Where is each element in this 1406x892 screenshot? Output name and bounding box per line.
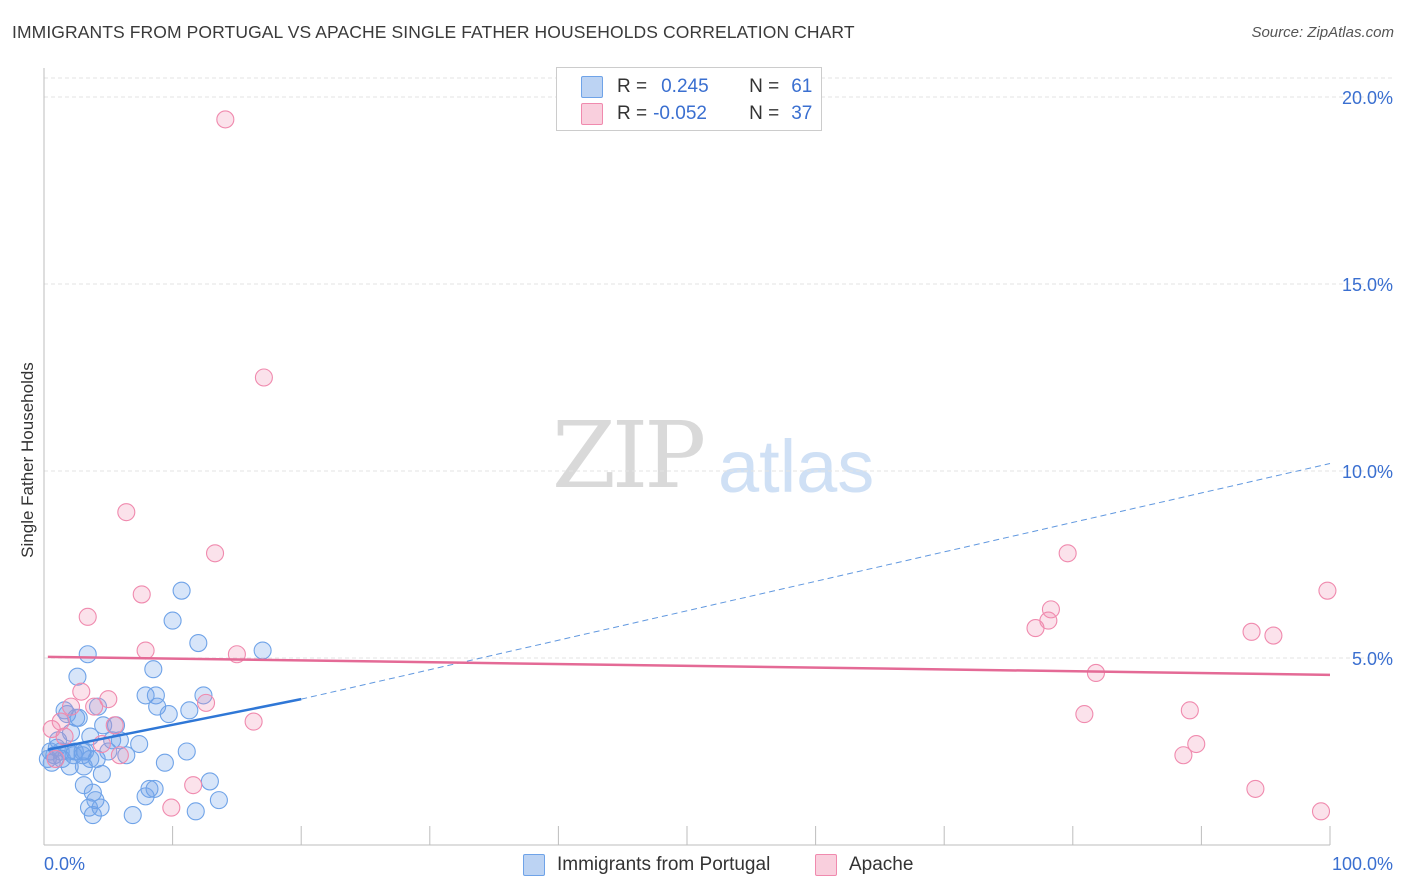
x-tick-label-min: 0.0% <box>44 854 85 874</box>
portugal-point <box>172 581 191 600</box>
portugal-point <box>88 697 108 716</box>
apache-point <box>1174 746 1193 765</box>
portugal-point <box>253 641 272 660</box>
portugal-point <box>155 753 174 772</box>
y-tick-label: 15.0% <box>1342 275 1393 295</box>
legend-n-label: N = <box>749 103 780 124</box>
portugal-point <box>74 776 93 795</box>
legend-n-value: 61 <box>791 76 813 97</box>
portugal-point <box>145 779 164 798</box>
portugal-point <box>123 806 142 825</box>
portugal-point <box>186 802 205 821</box>
apache-point <box>1086 663 1105 683</box>
apache-point <box>244 712 263 731</box>
apache-point <box>78 607 97 626</box>
portugal-trend-extension <box>301 463 1331 700</box>
portugal-point <box>78 645 97 664</box>
portugal-point <box>83 783 102 802</box>
portugal-point <box>99 742 118 761</box>
watermark-atlas: atlas <box>718 425 875 508</box>
portugal-point <box>91 798 110 817</box>
portugal-point <box>200 772 219 791</box>
legend-n-label: N = <box>749 76 780 97</box>
portugal-point <box>68 667 87 686</box>
portugal-point <box>136 686 155 705</box>
chart-title: IMMIGRANTS FROM PORTUGAL VS APACHE SINGL… <box>12 22 855 42</box>
apache-point <box>1039 611 1058 630</box>
portugal-point <box>83 806 102 825</box>
portugal-point <box>163 611 182 630</box>
apache-point <box>184 776 203 795</box>
apache-point <box>1187 734 1206 754</box>
legend-r-value: 0.245 <box>661 76 709 97</box>
y-tick-label: 5.0% <box>1352 649 1393 669</box>
apache-point <box>1318 581 1337 600</box>
apache-point <box>205 544 225 563</box>
apache-point <box>254 368 273 387</box>
x-tick-label-max: 100.0% <box>1332 854 1393 874</box>
apache-point <box>99 690 118 709</box>
legend-r-label: R = <box>617 76 648 97</box>
apache-point <box>1058 544 1077 563</box>
apache-point <box>46 749 65 769</box>
legend-r-value: -0.052 <box>653 103 707 124</box>
apache-point <box>1242 622 1261 641</box>
portugal-point <box>177 742 196 761</box>
apache-point <box>1246 779 1265 798</box>
apache-point <box>1311 802 1331 821</box>
bottom-legend-apache: Apache <box>815 852 913 878</box>
apache-point <box>110 746 129 765</box>
apache-point <box>51 712 70 731</box>
portugal-point <box>194 686 213 705</box>
bottom-legend-swatch-apache <box>815 854 837 876</box>
apache-point <box>136 641 155 660</box>
portugal-point <box>73 746 92 765</box>
legend-n-value: 37 <box>791 103 813 124</box>
portugal-point <box>140 779 159 798</box>
watermark-zip: ZIP <box>552 402 706 509</box>
apache-point <box>216 110 235 129</box>
apache-point <box>196 693 216 712</box>
portugal-point <box>189 633 208 653</box>
correlation-legend: R = 0.245 N = 61 R = -0.052 N = 37 <box>556 67 822 131</box>
apache-point <box>132 585 151 604</box>
legend-swatch-apache <box>581 103 603 125</box>
portugal-trend-line <box>47 697 302 751</box>
y-axis-label: Single Father Households <box>18 362 37 558</box>
apache-point <box>55 727 74 746</box>
legend-swatch-portugal <box>581 76 603 98</box>
apache-trend-line <box>47 655 1331 677</box>
apache-point <box>105 716 124 735</box>
apache-point <box>61 697 81 716</box>
portugal-point <box>92 764 111 783</box>
portugal-point <box>159 705 178 724</box>
apache-point <box>117 503 136 522</box>
portugal-point <box>144 660 163 679</box>
apache-point <box>85 697 104 716</box>
portugal-point <box>180 701 199 720</box>
bottom-legend-swatch-portugal <box>523 854 545 876</box>
legend-row-portugal: R = 0.245 N = 61 <box>581 75 812 99</box>
legend-row-apache: R = -0.052 N = 37 <box>581 102 812 126</box>
apache-point <box>1041 600 1060 619</box>
y-tick-label: 20.0% <box>1342 88 1393 108</box>
bottom-legend-portugal: Immigrants from Portugal <box>523 852 770 878</box>
legend-r-label: R = <box>617 103 648 124</box>
source-label: Source: ZipAtlas.com <box>1251 24 1394 41</box>
bottom-legend-label-apache: Apache <box>849 854 914 875</box>
apache-point <box>1264 626 1283 645</box>
y-tick-label: 10.0% <box>1342 462 1393 482</box>
portugal-point <box>130 734 149 754</box>
apache-point <box>162 798 181 817</box>
bottom-legend-label-portugal: Immigrants from Portugal <box>557 854 771 875</box>
apache-point <box>72 682 91 701</box>
portugal-point <box>209 791 228 810</box>
portugal-point <box>117 746 136 765</box>
apache-point <box>1075 705 1094 724</box>
apache-point <box>1180 701 1199 720</box>
